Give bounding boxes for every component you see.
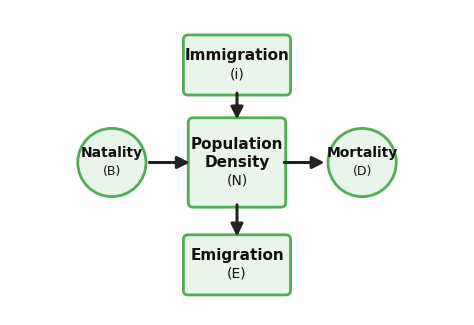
Text: (N): (N): [227, 173, 247, 188]
Text: Emigration: Emigration: [190, 248, 284, 263]
Text: (E): (E): [227, 267, 247, 281]
Text: Immigration: Immigration: [184, 48, 290, 63]
Ellipse shape: [328, 128, 396, 197]
FancyBboxPatch shape: [183, 35, 291, 95]
Text: (D): (D): [353, 165, 372, 178]
Text: Mortality: Mortality: [327, 146, 398, 161]
Text: (B): (B): [103, 165, 121, 178]
Ellipse shape: [78, 128, 146, 197]
Text: (i): (i): [229, 67, 245, 81]
FancyBboxPatch shape: [188, 118, 286, 207]
Text: Density: Density: [204, 155, 270, 170]
Text: Population: Population: [191, 137, 283, 152]
FancyBboxPatch shape: [183, 235, 291, 295]
Text: Natality: Natality: [81, 146, 143, 161]
